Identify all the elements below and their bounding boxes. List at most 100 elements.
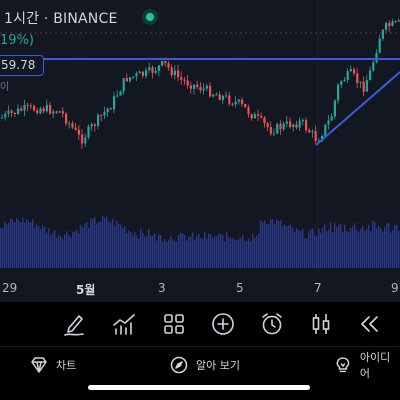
candle-body [61, 111, 64, 114]
volume-bar [278, 220, 280, 268]
candle-body [314, 131, 317, 141]
candle-body [285, 121, 288, 124]
price-line-sub: 이 [0, 82, 10, 93]
volume-bar [70, 237, 72, 268]
volume-bar [270, 219, 272, 268]
draw-icon[interactable] [61, 311, 87, 337]
nav-chart[interactable]: 차트 [30, 355, 76, 375]
candle-body [394, 21, 397, 23]
candle-body [4, 113, 7, 118]
volume-bar [332, 232, 334, 268]
x-axis-label: 9 [391, 281, 399, 295]
volume-bar [2, 227, 4, 268]
chart-area[interactable]: 1시간 · BINANCE 19%) 59.78 이 29 5월 3 5 7 9 [0, 0, 400, 302]
price-change: 19%) [0, 33, 34, 48]
volume-bar [268, 223, 270, 268]
candle-body [244, 103, 247, 108]
volume-bar [22, 217, 24, 268]
volume-bar [314, 235, 316, 268]
candle-body [388, 23, 391, 27]
alert-icon[interactable] [259, 311, 285, 337]
volume-bar [340, 223, 342, 268]
add-icon[interactable] [210, 311, 236, 337]
volume-bar [4, 221, 6, 268]
candle-body [250, 114, 253, 119]
candle-body [337, 84, 340, 101]
nav-ideas[interactable]: 아이디어 [334, 351, 400, 380]
candles-icon[interactable] [308, 311, 334, 337]
volume-bar [308, 232, 310, 268]
volume-bar [390, 232, 392, 268]
volume-bar [86, 222, 88, 268]
volume-bar [54, 230, 56, 268]
volume-bar [136, 235, 138, 268]
candle-body [13, 112, 16, 115]
lightbulb-icon [336, 357, 350, 373]
candle-body [340, 81, 343, 85]
volume-bar [236, 240, 238, 268]
volume-bar [198, 234, 200, 268]
candle-body [241, 99, 244, 104]
volume-bar [118, 223, 120, 268]
candle-body [20, 108, 23, 111]
chart-toolbar [0, 302, 400, 346]
volume-bar [178, 234, 180, 268]
nav-explore[interactable]: 알아 보기 [170, 355, 240, 375]
candle-body [116, 95, 119, 97]
volume-bar [366, 229, 368, 268]
volume-bar [90, 218, 92, 268]
volume-bar [162, 241, 164, 268]
volume-bar [14, 222, 16, 268]
candle-body [301, 120, 304, 122]
nav-explore-label: 알아 보기 [196, 359, 240, 372]
price-chart[interactable] [0, 0, 400, 302]
indicators-icon[interactable] [111, 311, 137, 337]
volume-bar [222, 235, 224, 268]
x-axis-label: 3 [158, 281, 166, 295]
volume-bar [296, 228, 298, 268]
volume-bar [248, 238, 250, 268]
volume-bar [58, 234, 60, 268]
symbol-title[interactable]: 1시간 · BINANCE [4, 11, 118, 27]
volume-bar [220, 233, 222, 268]
volume-bar [228, 237, 230, 268]
volume-bar [26, 219, 28, 268]
volume-bar [354, 223, 356, 268]
candle-body [263, 117, 266, 124]
volume-bar [32, 218, 34, 268]
candle-body [372, 62, 375, 71]
layout-icon[interactable] [161, 311, 187, 337]
rewind-icon[interactable] [357, 311, 383, 337]
volume-bar [286, 226, 288, 268]
volume-bar [398, 231, 400, 268]
candle-body [231, 103, 234, 105]
diamond-icon [31, 357, 47, 373]
candle-body [170, 67, 173, 76]
candle-body [154, 70, 157, 73]
candle-body [29, 105, 32, 107]
volume-bar [34, 227, 36, 268]
candle-body [253, 114, 256, 119]
volume-bar [48, 228, 50, 268]
candle-body [266, 123, 269, 128]
candle-body [135, 73, 138, 77]
volume-bar [116, 220, 118, 268]
candle-body [58, 111, 61, 113]
candle-body [55, 111, 58, 113]
candle-body [279, 123, 282, 130]
candle-body [186, 80, 189, 86]
candle-body [308, 130, 311, 133]
volume-bar [156, 240, 158, 268]
volume-bar [106, 216, 108, 268]
volume-bar [262, 222, 264, 268]
candle-body [260, 115, 263, 118]
volume-bar [36, 224, 38, 268]
volume-bar [96, 223, 98, 268]
volume-bar [134, 232, 136, 268]
volume-bar [56, 237, 58, 268]
volume-bar [126, 232, 128, 268]
candle-body [84, 137, 87, 144]
candle-body [333, 100, 336, 117]
candle-body [26, 105, 29, 107]
price-line-tag[interactable]: 59.78 [0, 55, 44, 76]
